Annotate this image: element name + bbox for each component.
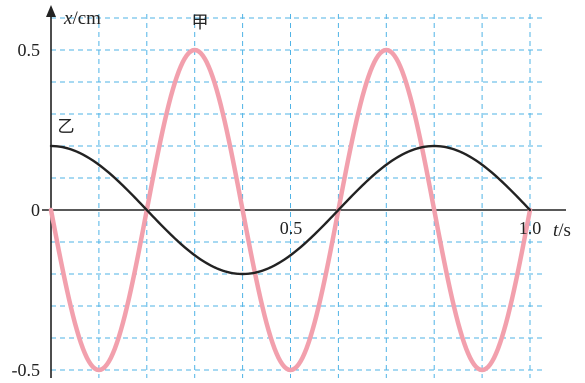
- series-yi-curve: [49, 144, 532, 276]
- x-tick-1.0: 1.0: [519, 218, 542, 238]
- x-tick-0.5: 0.5: [280, 218, 303, 238]
- x-axis-var: t: [553, 220, 559, 241]
- series-label-jia: 甲: [192, 13, 209, 33]
- y-tick-0: 0: [31, 200, 40, 220]
- labels: x/cm t/s 0.5 0 -0.5 0.5 1.0 甲 乙: [12, 8, 571, 380]
- x-axis-label: t/s: [553, 220, 571, 241]
- series-jia-curve: [48, 47, 533, 373]
- y-tick-0.5: 0.5: [18, 40, 41, 60]
- x-axis-unit: /s: [558, 220, 571, 241]
- axes: [42, 5, 566, 378]
- y-axis-var: x: [63, 8, 73, 29]
- y-axis-label: x/cm: [63, 8, 101, 29]
- curves: [48, 47, 533, 373]
- y-axis-unit: /cm: [72, 8, 101, 29]
- y-axis-arrow: [46, 5, 56, 17]
- y-tick-minus-0.5: -0.5: [12, 360, 41, 380]
- series-label-yi: 乙: [58, 117, 75, 137]
